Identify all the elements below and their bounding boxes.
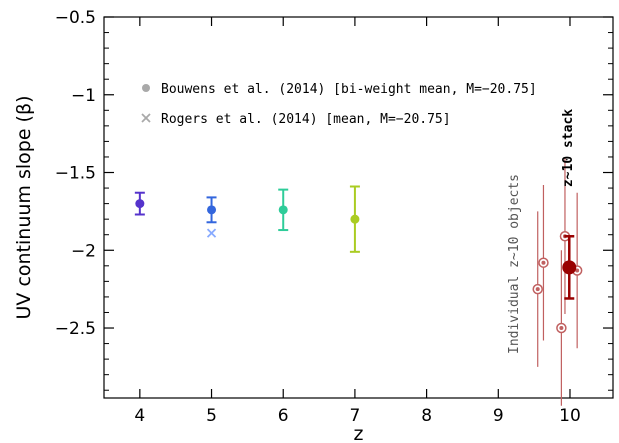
- annotation-stack: z~10 stack: [561, 109, 576, 187]
- rogers-point-b: [206, 228, 217, 238]
- bouwens-point: [135, 199, 145, 209]
- legend: Bouwens et al. (2014) [bi-weight mean, M…: [141, 82, 537, 127]
- y-tick-label: −2: [71, 241, 96, 261]
- legend-label: Bouwens et al. (2014) [bi-weight mean, M…: [161, 82, 537, 97]
- data-series: [134, 158, 583, 406]
- individual-object-point: [575, 268, 580, 273]
- x-tick-label: 10: [559, 406, 581, 426]
- y-axis-label: UV continuum slope (β): [13, 95, 35, 319]
- y-tick-label: −2.5: [55, 319, 96, 339]
- y-tick-label: −1: [71, 86, 96, 106]
- individual-object-point: [535, 287, 540, 292]
- x-tick-label: 6: [278, 406, 289, 426]
- x-tick-label: 7: [350, 406, 361, 426]
- individual-object-point: [559, 326, 564, 331]
- y-tick-label: −0.5: [55, 8, 96, 28]
- annotation-individual-objects: Individual z~10 objects: [507, 174, 522, 354]
- bouwens-point: [207, 205, 217, 215]
- legend-marker-circle: [142, 84, 150, 92]
- plot-frame: [103, 16, 614, 399]
- x-tick-label: 8: [421, 406, 432, 426]
- x-axis-label: z: [354, 423, 364, 443]
- legend-marker-cross-b: [141, 113, 151, 123]
- bouwens-point: [278, 205, 288, 215]
- y-tick-label: −1.5: [55, 164, 96, 184]
- stack-point: [562, 260, 577, 275]
- individual-object-point: [541, 260, 546, 265]
- x-tick-label: 4: [134, 406, 145, 426]
- bouwens-point: [350, 214, 360, 224]
- x-tick-label: 5: [206, 406, 217, 426]
- legend-label: Rogers et al. (2014) [mean, M=−20.75]: [161, 112, 451, 127]
- axis-ticks: 4 5 6 7 8 9 10 −0.5 −1 −1.5 −2 −2.5: [55, 8, 613, 426]
- x-tick-label: 9: [493, 406, 504, 426]
